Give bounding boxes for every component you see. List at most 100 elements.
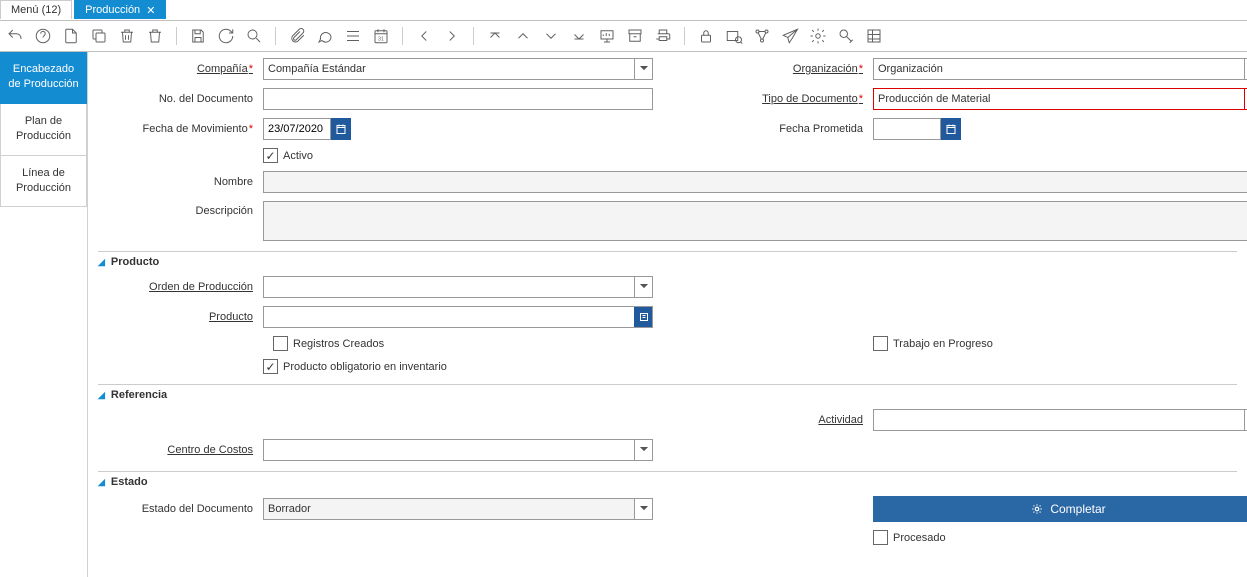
tab-menu-label: Menú (12) [11, 4, 61, 16]
sidebar-item-linea[interactable]: Línea de Producción [0, 156, 87, 208]
print-icon[interactable] [654, 27, 672, 45]
checkbox-procesado[interactable] [873, 530, 888, 545]
up-icon[interactable] [514, 27, 532, 45]
product-icon[interactable] [837, 27, 855, 45]
request-icon[interactable] [781, 27, 799, 45]
completar-button[interactable]: Completar [873, 496, 1247, 522]
label-producto[interactable]: Producto [98, 311, 253, 323]
lock-icon[interactable] [697, 27, 715, 45]
calendar-icon[interactable] [331, 118, 351, 140]
label-actividad[interactable]: Actividad [663, 414, 863, 426]
new-icon[interactable] [62, 27, 80, 45]
collapse-icon: ◢ [98, 390, 105, 401]
section-estado-header[interactable]: ◢Estado [98, 476, 1237, 488]
tab-menu[interactable]: Menú (12) [0, 0, 72, 19]
collapse-icon: ◢ [98, 477, 105, 488]
combo-orden[interactable] [263, 276, 653, 298]
input-no-doc[interactable] [263, 88, 653, 110]
section-referencia-header[interactable]: ◢ Referencia [98, 389, 1237, 401]
section-referencia: ◢ Referencia Actividad Centro de Costos [98, 384, 1237, 461]
undo-icon[interactable] [6, 27, 24, 45]
sidebar: Encabezado de Producción Plan de Producc… [0, 52, 88, 577]
delete-icon[interactable] [118, 27, 136, 45]
attach-icon[interactable] [288, 27, 306, 45]
first-icon[interactable] [486, 27, 504, 45]
label-compania[interactable]: Compañía [98, 63, 253, 75]
last-icon[interactable] [570, 27, 588, 45]
combo-producto[interactable] [263, 306, 653, 328]
chevron-down-icon[interactable] [634, 499, 652, 519]
gear-icon[interactable] [809, 27, 827, 45]
csv-icon[interactable] [865, 27, 883, 45]
input-fecha-prom[interactable] [873, 118, 941, 140]
prev-icon[interactable] [415, 27, 433, 45]
textarea-descripcion[interactable] [263, 201, 1247, 241]
checkbox-obligatorio-wrap: Producto obligatorio en inventario [263, 359, 653, 374]
combo-tipo-doc[interactable]: Producción de Material [873, 88, 1247, 110]
delete2-icon[interactable] [146, 27, 164, 45]
combo-organizacion[interactable]: Organización [873, 58, 1247, 80]
label-activo: Activo [283, 150, 313, 162]
form-content: Compañía Compañía Estándar Organización … [88, 52, 1247, 577]
label-orden[interactable]: Orden de Producción [98, 281, 253, 293]
list-icon[interactable] [344, 27, 362, 45]
combo-centro[interactable] [263, 439, 653, 461]
label-registros: Registros Creados [293, 338, 384, 350]
label-tipo-doc[interactable]: Tipo de Documento [663, 93, 863, 105]
checkbox-obligatorio[interactable] [263, 359, 278, 374]
date-fecha-mov [263, 118, 653, 140]
sidebar-item-plan[interactable]: Plan de Producción [0, 104, 87, 156]
calendar-icon[interactable]: 31 [372, 27, 390, 45]
chevron-down-icon[interactable] [634, 277, 652, 297]
label-obligatorio: Producto obligatorio en inventario [283, 361, 447, 373]
combo-compania-value: Compañía Estándar [268, 63, 366, 75]
label-trabajo: Trabajo en Progreso [893, 338, 993, 350]
input-nombre[interactable] [263, 171, 1247, 193]
refresh-icon[interactable] [217, 27, 235, 45]
combo-compania[interactable]: Compañía Estándar [263, 58, 653, 80]
label-no-doc: No. del Documento [98, 93, 253, 105]
zoom-icon[interactable] [725, 27, 743, 45]
combo-estado-doc[interactable]: Borrador [263, 498, 653, 520]
help-icon[interactable] [34, 27, 52, 45]
label-nombre: Nombre [98, 176, 253, 188]
combo-organizacion-value: Organización [878, 63, 943, 75]
label-fecha-prom: Fecha Prometida [663, 123, 863, 135]
input-fecha-mov[interactable] [263, 118, 331, 140]
combo-tipo-doc-value: Producción de Material [878, 93, 991, 105]
archive-icon[interactable] [626, 27, 644, 45]
workflow-icon[interactable] [753, 27, 771, 45]
label-fecha-mov: Fecha de Movimiento [98, 123, 253, 135]
combo-estado-doc-value: Borrador [268, 503, 311, 515]
chat-icon[interactable] [316, 27, 334, 45]
report-icon[interactable] [598, 27, 616, 45]
label-procesado: Procesado [893, 532, 946, 544]
next-icon[interactable] [443, 27, 461, 45]
section-producto: ◢Producto Orden de Producción Producto [98, 251, 1237, 374]
checkbox-trabajo[interactable] [873, 336, 888, 351]
checkbox-registros-wrap: Registros Creados [263, 336, 653, 351]
down-icon[interactable] [542, 27, 560, 45]
label-estado-doc: Estado del Documento [98, 503, 253, 515]
calendar-icon[interactable] [941, 118, 961, 140]
product-picker-icon[interactable] [634, 307, 652, 327]
toolbar: 31 [0, 20, 1247, 52]
section-referencia-title: Referencia [111, 389, 167, 401]
save-icon[interactable] [189, 27, 207, 45]
svg-text:31: 31 [378, 37, 384, 43]
search-icon[interactable] [245, 27, 263, 45]
checkbox-activo[interactable] [263, 148, 278, 163]
tab-produccion[interactable]: Producción ✕ [74, 0, 166, 19]
close-icon[interactable]: ✕ [146, 4, 155, 17]
section-producto-header[interactable]: ◢Producto [98, 256, 1237, 268]
checkbox-registros[interactable] [273, 336, 288, 351]
label-centro[interactable]: Centro de Costos [98, 444, 253, 456]
checkbox-procesado-wrap: Procesado [873, 530, 1247, 545]
chevron-down-icon[interactable] [634, 59, 652, 79]
label-organizacion[interactable]: Organización [663, 63, 863, 75]
chevron-down-icon[interactable] [634, 440, 652, 460]
copy-icon[interactable] [90, 27, 108, 45]
checkbox-activo-wrap: Activo [263, 148, 653, 163]
sidebar-item-encabezado[interactable]: Encabezado de Producción [0, 52, 87, 104]
combo-actividad[interactable] [873, 409, 1247, 431]
